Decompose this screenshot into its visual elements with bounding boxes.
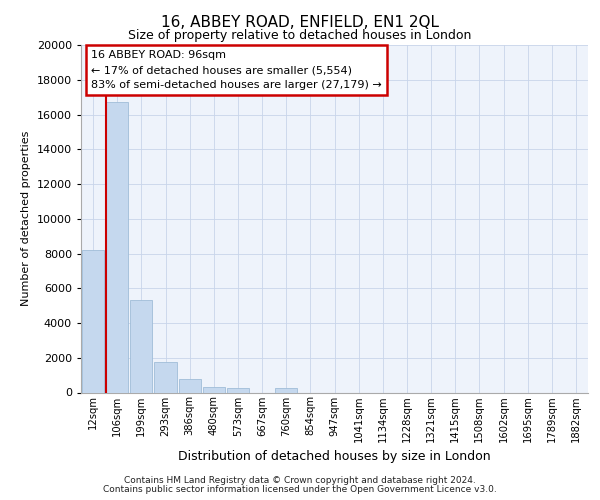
Bar <box>179 378 201 392</box>
Text: Contains HM Land Registry data © Crown copyright and database right 2024.: Contains HM Land Registry data © Crown c… <box>124 476 476 485</box>
Bar <box>130 300 152 392</box>
Bar <box>106 102 128 393</box>
Text: Contains public sector information licensed under the Open Government Licence v3: Contains public sector information licen… <box>103 485 497 494</box>
Bar <box>275 388 298 392</box>
Y-axis label: Number of detached properties: Number of detached properties <box>21 131 31 306</box>
Text: 16, ABBEY ROAD, ENFIELD, EN1 2QL: 16, ABBEY ROAD, ENFIELD, EN1 2QL <box>161 15 439 30</box>
Bar <box>227 388 249 392</box>
X-axis label: Distribution of detached houses by size in London: Distribution of detached houses by size … <box>178 450 491 464</box>
Text: Size of property relative to detached houses in London: Size of property relative to detached ho… <box>128 29 472 42</box>
Bar <box>203 388 225 392</box>
Bar <box>82 250 104 392</box>
Text: 16 ABBEY ROAD: 96sqm
← 17% of detached houses are smaller (5,554)
83% of semi-de: 16 ABBEY ROAD: 96sqm ← 17% of detached h… <box>91 50 382 90</box>
Bar <box>154 362 176 392</box>
